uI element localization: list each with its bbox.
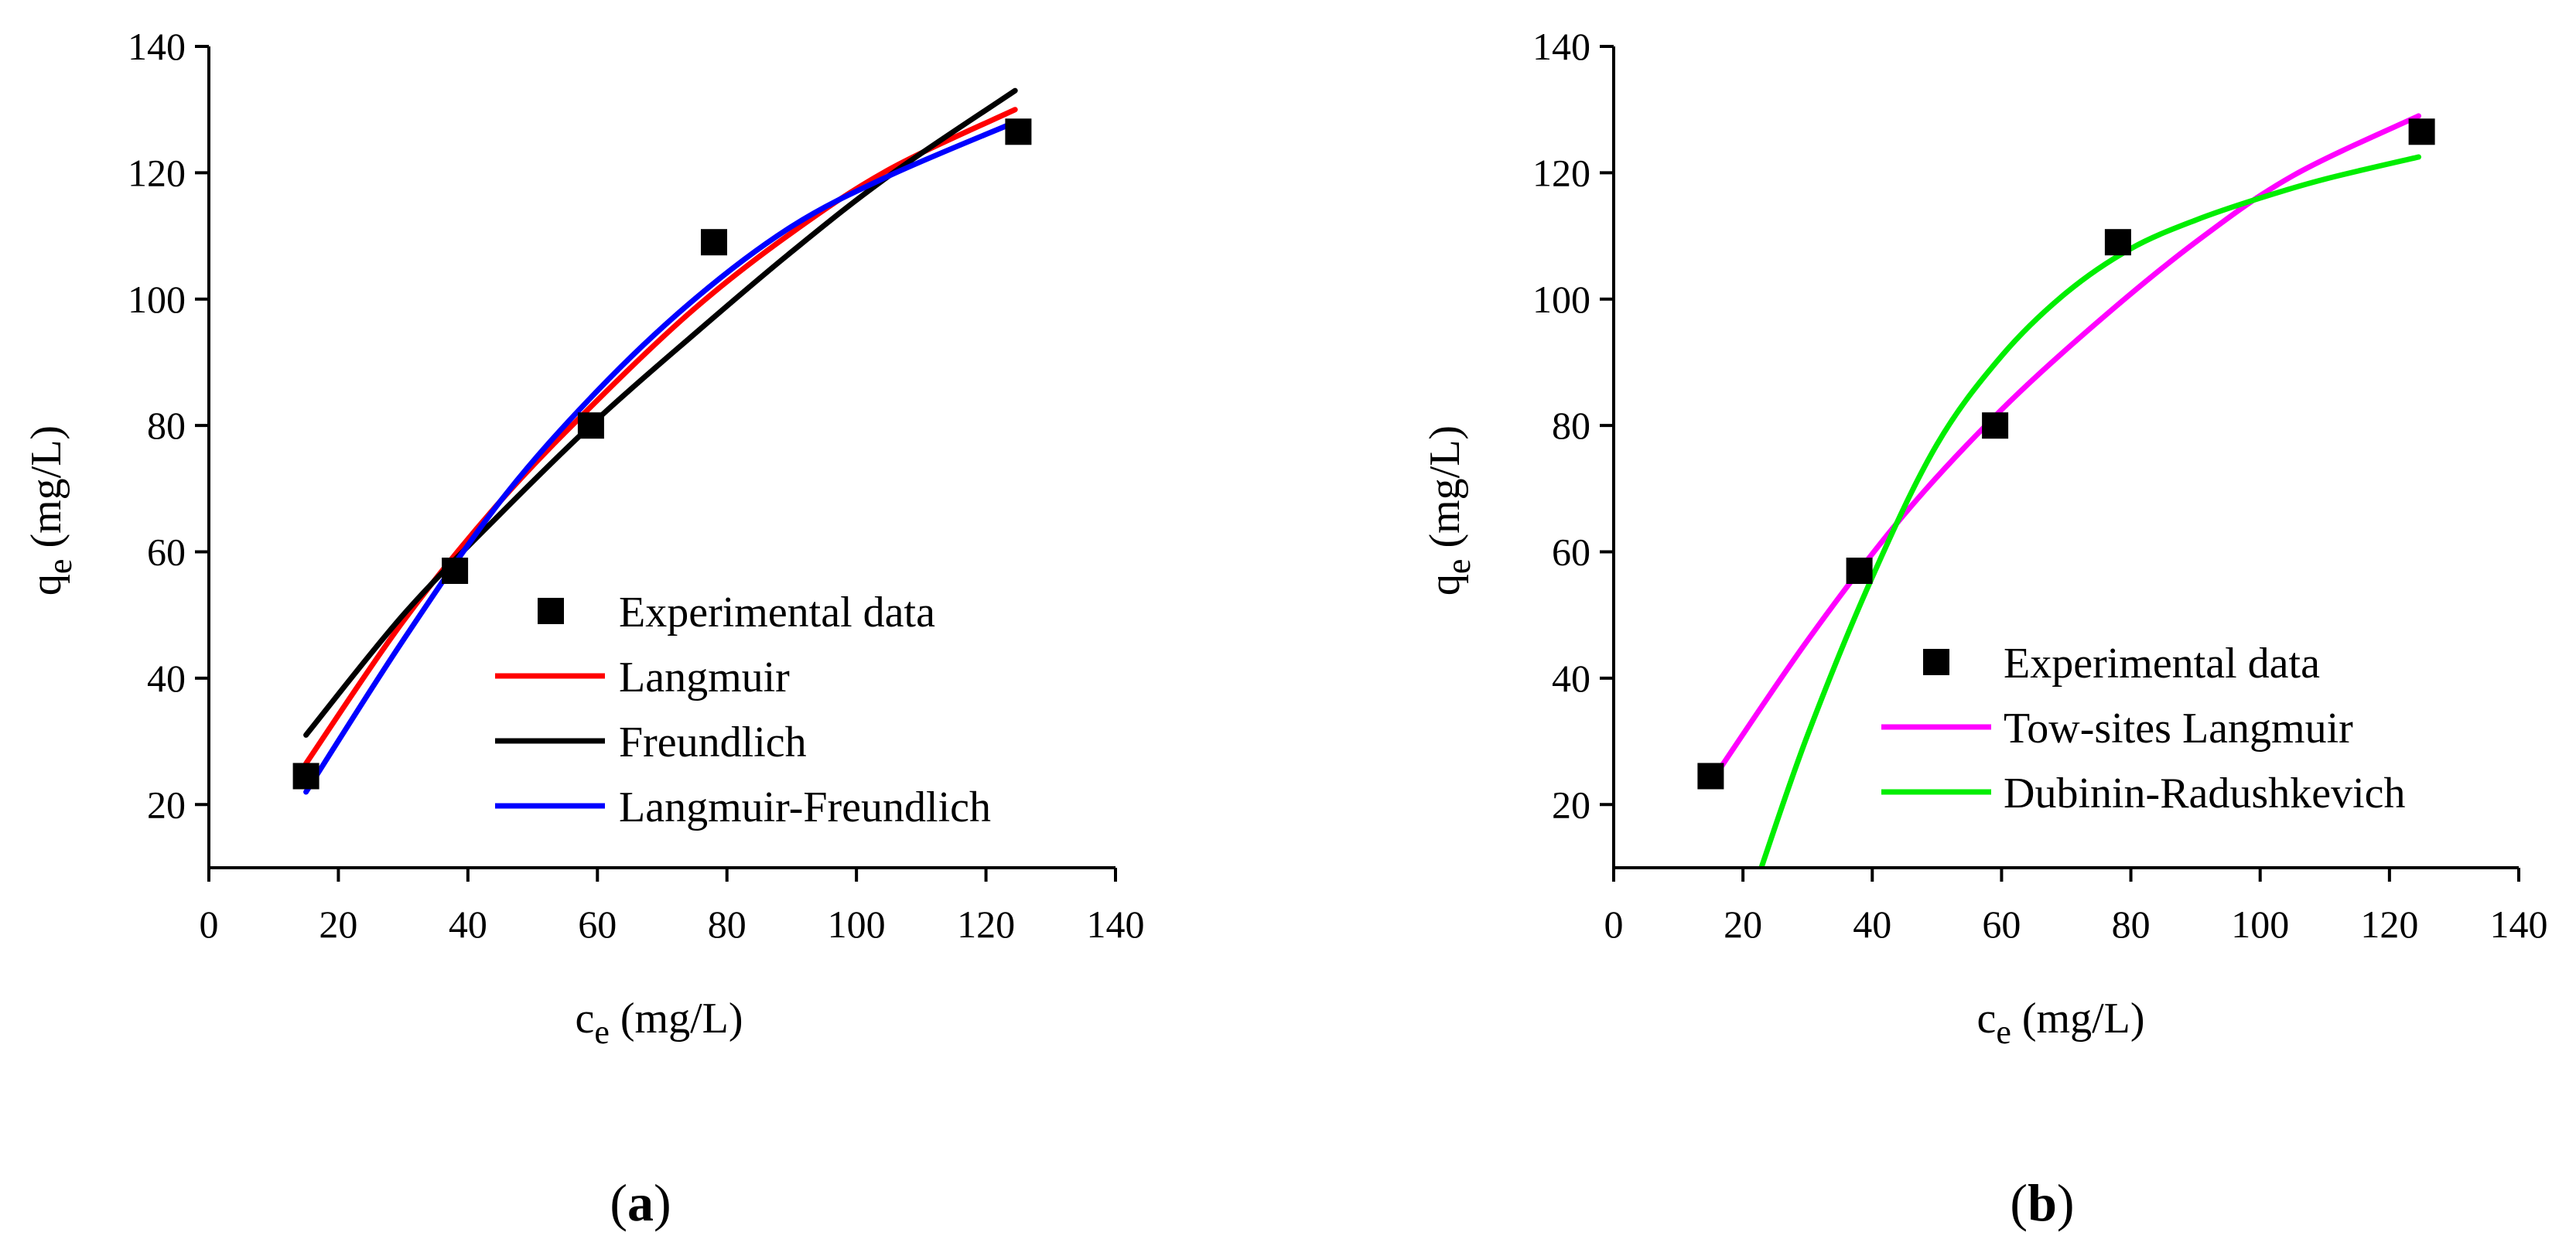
y-tick-label: 120 bbox=[1532, 151, 1590, 194]
experimental-point bbox=[1697, 763, 1724, 790]
chart-b-legend: Experimental data Tow-sites Langmuir Dubin… bbox=[1881, 640, 2405, 817]
x-tick-label: 40 bbox=[449, 903, 487, 946]
chart-b-x-axis-title: ce (mg/L) bbox=[1976, 995, 2144, 1051]
y-tick-label: 140 bbox=[1532, 25, 1590, 68]
y-tick-label: 60 bbox=[147, 531, 186, 574]
y-tick-label: 100 bbox=[128, 278, 186, 321]
legend-label-experimental: Experimental data bbox=[619, 589, 935, 637]
legend-label-freundlich: Freundlich bbox=[619, 718, 807, 766]
y-tick-label: 100 bbox=[1532, 278, 1590, 321]
x-tick-label: 0 bbox=[1604, 903, 1624, 946]
x-tick-label: 100 bbox=[2231, 903, 2289, 946]
y-tick-label: 40 bbox=[1552, 657, 1590, 700]
chart-b-y-axis-title: qe (mg/L) bbox=[1421, 425, 1478, 596]
x-tick-label: 120 bbox=[2360, 903, 2418, 946]
y-tick-label: 40 bbox=[147, 657, 186, 700]
experimental-point bbox=[292, 763, 319, 790]
legend-label-two-sites-langmuir: Tow-sites Langmuir bbox=[2004, 705, 2353, 753]
x-tick-label: 60 bbox=[578, 903, 617, 946]
y-tick-label: 80 bbox=[1552, 404, 1590, 447]
chart-panel-b: 0 20 40 60 80 100 120 140 20 40 60 80 100 120 140 ce (… bbox=[1421, 25, 2548, 1232]
legend-label-langmuir-freundlich: Langmuir-Freundlich bbox=[619, 783, 991, 831]
series-line-langmuir-freundlich bbox=[303, 119, 1018, 795]
series-line-langmuir bbox=[303, 107, 1018, 766]
x-tick-label: 80 bbox=[708, 903, 746, 946]
x-tick-label: 40 bbox=[1853, 903, 1891, 946]
experimental-point bbox=[442, 558, 469, 584]
legend-label-dubinin-radushkevich: Dubinin-Radushkevich bbox=[2004, 770, 2405, 817]
x-tick-label: 140 bbox=[2490, 903, 2548, 946]
experimental-point bbox=[2408, 118, 2435, 145]
y-tick-label: 80 bbox=[147, 404, 186, 447]
legend-label-experimental: Experimental data bbox=[2004, 640, 2320, 688]
panel-label-a: (a) bbox=[610, 1173, 671, 1232]
y-tick-label: 20 bbox=[1552, 783, 1590, 826]
series-line-two-sites-langmuir bbox=[1707, 113, 2421, 786]
experimental-point bbox=[2104, 229, 2131, 256]
y-tick-label: 60 bbox=[1552, 531, 1590, 574]
chart-a-marks bbox=[292, 87, 1032, 795]
chart-b-marks bbox=[1697, 113, 2435, 868]
x-tick-label: 0 bbox=[200, 903, 219, 946]
experimental-point bbox=[1982, 412, 2009, 439]
experimental-point bbox=[577, 412, 604, 439]
chart-a-legend: Experimental data Langmuir Freundlich Langm… bbox=[495, 589, 991, 831]
chart-a-y-axis-title: qe (mg/L) bbox=[22, 425, 79, 596]
y-tick-label: 140 bbox=[128, 25, 186, 68]
chart-a-x-axis-title: ce (mg/L) bbox=[575, 995, 743, 1051]
x-tick-label: 140 bbox=[1087, 903, 1145, 946]
chart-a-ticks: 0 20 40 60 80 100 120 140 20 40 60 80 100 120 140 bbox=[128, 25, 1145, 946]
x-tick-label: 100 bbox=[828, 903, 886, 946]
legend-marker-experimental bbox=[1923, 649, 1949, 675]
experimental-point bbox=[701, 229, 727, 256]
legend-label-langmuir: Langmuir bbox=[619, 654, 790, 701]
x-tick-label: 60 bbox=[1982, 903, 2021, 946]
experimental-point bbox=[1846, 558, 1873, 584]
series-line-dubinin-radushkevich bbox=[1758, 154, 2421, 868]
x-tick-label: 80 bbox=[2112, 903, 2151, 946]
x-tick-label: 20 bbox=[1724, 903, 1762, 946]
y-tick-label: 20 bbox=[147, 783, 186, 826]
experimental-point bbox=[1005, 118, 1032, 145]
panel-label-b: (b) bbox=[2010, 1173, 2074, 1232]
y-tick-label: 120 bbox=[128, 151, 186, 194]
legend-marker-experimental bbox=[538, 598, 564, 624]
x-tick-label: 20 bbox=[319, 903, 357, 946]
x-tick-label: 120 bbox=[957, 903, 1015, 946]
chart-b-ticks: 0 20 40 60 80 100 120 140 20 40 60 80 100 120 140 bbox=[1532, 25, 2548, 946]
chart-panel-a: 0 20 40 60 80 100 120 140 20 40 60 80 100 120 140 ce (… bbox=[22, 25, 1145, 1232]
